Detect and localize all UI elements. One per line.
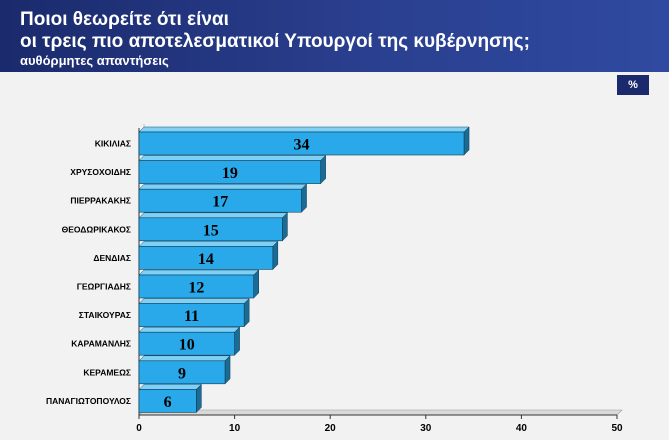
bar-top-face	[138, 212, 289, 219]
chart-title-line-2: οι τρεις πιο αποτελεσματικοί Υπουργοί τη…	[20, 31, 530, 52]
bar-side-face	[320, 154, 326, 185]
bar-side-face	[301, 183, 307, 213]
x-tick-label: 50	[611, 423, 623, 434]
category-label: ΔΕΝΔΙΑΣ	[93, 253, 131, 263]
bar-value-label: 10	[179, 337, 195, 354]
bar-top-face	[138, 183, 308, 190]
title-banner: Ποιοι θεωρείτε ότι είναι οι τρεις πιο απ…	[0, 0, 669, 72]
bar	[138, 360, 226, 385]
bar	[138, 160, 321, 184]
bar-top-face	[138, 155, 327, 161]
unit-badge: %	[617, 75, 649, 95]
category-label: ΓΕΩΡΓΙΑΔΗΣ	[77, 282, 131, 292]
bar	[138, 303, 245, 327]
bar-top-face	[138, 269, 260, 276]
bar-value-label: 6	[164, 394, 172, 411]
bar-top-face	[138, 126, 470, 133]
bar-side-face	[282, 212, 288, 242]
bar	[138, 389, 197, 413]
category-label: ΣΤΑΙΚΟΥΡΑΣ	[79, 310, 131, 320]
x-tick-label: 0	[136, 423, 142, 434]
category-label: ΠΑΝΑΓΙΩΤΟΠΟΥΛΟΣ	[46, 396, 131, 406]
bar-top-face	[138, 298, 250, 304]
bar-value-label: 12	[188, 280, 204, 297]
bar-value-label: 19	[222, 165, 238, 182]
chart-floor	[138, 409, 623, 416]
bar-side-face	[463, 126, 470, 156]
category-label: ΚΑΡΑΜΑΝΛΗΣ	[71, 339, 131, 349]
chart-title-line-1: Ποιοι θεωρείτε ότι είναι	[20, 9, 229, 30]
bar	[138, 188, 302, 213]
bar-value-label: 15	[203, 222, 219, 239]
category-label: ΚΙΚΙΛΙΑΣ	[95, 139, 131, 149]
bar-side-face	[272, 240, 279, 271]
bar-value-label: 11	[184, 308, 199, 325]
bar-side-face	[234, 326, 240, 356]
bar-side-face	[224, 355, 231, 385]
bar-top-face	[138, 355, 231, 362]
category-label: ΘΕΟΔΩΡΙΚΑΚΟΣ	[62, 224, 131, 234]
bar-side-face	[196, 383, 202, 414]
bar	[138, 274, 255, 299]
x-tick-label: 20	[325, 423, 337, 434]
bar-value-label: 34	[294, 137, 310, 154]
bar-value-label: 14	[198, 251, 214, 268]
category-label: ΧΡΥΣΟΧΟΙΔΗΣ	[70, 167, 131, 177]
bar	[138, 331, 235, 356]
bar-value-label: 17	[212, 194, 228, 211]
category-label: ΠΙΕΡΡΑΚΑΚΗΣ	[70, 196, 131, 206]
x-tick-label: 30	[420, 423, 432, 434]
bar-side-face	[243, 297, 250, 328]
bar-top-face	[138, 326, 241, 333]
bar-side-face	[253, 269, 259, 299]
chart-subtitle: αυθόρμητες απαντήσεις	[20, 53, 169, 68]
x-tick-label: 10	[229, 423, 241, 434]
bar-top-face	[138, 241, 279, 247]
bar-top-face	[138, 384, 202, 390]
bar	[138, 246, 274, 270]
bar	[138, 131, 465, 156]
bar-value-label: 9	[178, 365, 186, 382]
bar	[138, 217, 283, 242]
category-label: ΚΕΡΑΜΕΩΣ	[83, 367, 131, 377]
x-tick-label: 40	[516, 423, 528, 434]
